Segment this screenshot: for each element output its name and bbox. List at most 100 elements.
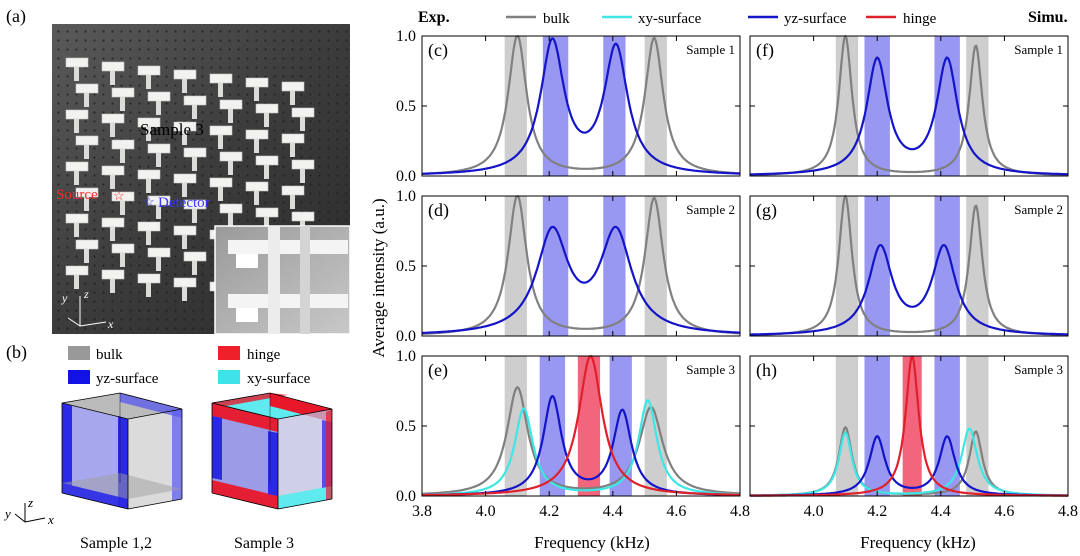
lattice-rod bbox=[264, 217, 269, 231]
lattice-rod bbox=[120, 149, 125, 163]
y-tick-label: 0.5 bbox=[396, 98, 416, 115]
lattice-rod bbox=[182, 183, 187, 197]
cube-sample-3 bbox=[211, 392, 333, 510]
lattice-rod bbox=[264, 165, 269, 179]
detector-label: Detector bbox=[158, 195, 210, 211]
lattice-rod bbox=[84, 197, 89, 211]
sample-3-photo-label: Sample 3 bbox=[140, 120, 204, 139]
panel-label: (h) bbox=[756, 360, 777, 381]
x-tick-label: 4.0 bbox=[804, 503, 824, 520]
band-bulk bbox=[966, 356, 989, 496]
photo-sample-3: Sample 3 Source ☆ ☆ Detector y z x bbox=[52, 24, 351, 335]
lattice-rod bbox=[146, 127, 151, 141]
band-yz-surface bbox=[864, 196, 890, 336]
band-yz-surface bbox=[864, 356, 890, 496]
lattice-block bbox=[209, 125, 233, 136]
lattice-rod bbox=[84, 249, 89, 263]
lattice-block bbox=[291, 107, 315, 118]
series-line-yz-surface bbox=[421, 37, 741, 175]
band-yz-surface bbox=[603, 196, 626, 336]
lattice-block bbox=[255, 103, 279, 114]
band-yz-surface bbox=[934, 196, 960, 336]
y-tick-label: 0.0 bbox=[396, 488, 416, 505]
y-axis-label: Average intensity (a.u.) bbox=[369, 198, 388, 357]
lattice-rod bbox=[146, 179, 151, 193]
lattice-blocks bbox=[65, 57, 315, 305]
cube-sample-1-2 bbox=[61, 392, 183, 510]
lattice-block bbox=[147, 247, 171, 258]
lattice-block bbox=[255, 207, 279, 218]
lattice-block bbox=[137, 221, 161, 232]
lattice-rod bbox=[156, 257, 161, 271]
y-tick-label: 1.0 bbox=[396, 28, 416, 45]
sample-label-sample-3: Sample 3 bbox=[686, 362, 735, 377]
series-line-yz-surface bbox=[750, 56, 1068, 176]
lattice-block bbox=[65, 265, 89, 276]
x-tick-label: 4.8 bbox=[1058, 503, 1078, 520]
lattice-block bbox=[65, 161, 89, 172]
panel-b-legend: bulk yz-surface hinge xy-surface bbox=[68, 346, 311, 387]
lattice-rod bbox=[192, 105, 197, 119]
panel-b-label: (b) bbox=[6, 342, 27, 363]
panel-a-label: (a) bbox=[6, 6, 26, 27]
lattice-block bbox=[101, 165, 125, 176]
cube-axis-y: y bbox=[3, 506, 11, 521]
lattice-block bbox=[101, 269, 125, 280]
lattice-rod bbox=[264, 113, 269, 127]
photo-inset bbox=[214, 225, 351, 335]
series-line-hinge bbox=[750, 355, 1068, 497]
series-line-bulk bbox=[421, 386, 740, 495]
lattice-rod bbox=[300, 169, 305, 183]
photo-axes bbox=[67, 296, 107, 327]
x-tick-label: 4.6 bbox=[666, 503, 686, 520]
lattice-block bbox=[101, 113, 125, 124]
lattice-block bbox=[219, 151, 243, 162]
lattice-block bbox=[219, 203, 243, 214]
x-tick-label: 3.8 bbox=[412, 503, 432, 520]
chart-h: 4.0 4.2 4.4 4.6 4.8 (h) Sample 3 bbox=[749, 355, 1078, 520]
series-line-yz-surface bbox=[750, 244, 1069, 336]
panel-label: (c) bbox=[428, 40, 448, 61]
lattice-block bbox=[291, 211, 315, 222]
lattice-block bbox=[291, 159, 315, 170]
lattice-rod bbox=[182, 131, 187, 145]
band-yz-surface bbox=[603, 36, 626, 176]
lattice-rod bbox=[218, 135, 223, 149]
lattice-block bbox=[245, 129, 269, 140]
panel-label: (f) bbox=[756, 40, 774, 61]
lattice-rod bbox=[300, 117, 305, 131]
lattice-rod bbox=[228, 109, 233, 123]
lattice-block bbox=[183, 251, 207, 262]
series-line-xy-surface bbox=[750, 427, 1068, 497]
lattice-rod bbox=[146, 75, 151, 89]
legend-label-yz: yz-surface bbox=[96, 371, 159, 387]
y-tick-label: 0.5 bbox=[396, 418, 416, 435]
lattice-rod bbox=[290, 91, 295, 105]
lattice-rod bbox=[290, 195, 295, 209]
detector-marker-icon: ☆ bbox=[143, 194, 155, 209]
legend-label-hinge: hinge bbox=[247, 347, 281, 363]
lattice-rod bbox=[110, 279, 115, 293]
lattice-rod bbox=[84, 93, 89, 107]
panel-label: (g) bbox=[756, 200, 777, 221]
band-yz-surface bbox=[864, 36, 890, 176]
lattice-rod bbox=[84, 145, 89, 159]
lattice-block bbox=[147, 143, 171, 154]
lattice-rod bbox=[120, 201, 125, 215]
lattice-block bbox=[65, 57, 89, 68]
lattice-rod bbox=[146, 231, 151, 245]
sample-label-sample-3: Sample 3 bbox=[1014, 362, 1063, 377]
lattice-block bbox=[75, 83, 99, 94]
source-marker-icon: ☆ bbox=[113, 188, 125, 203]
lattice-rod bbox=[110, 227, 115, 241]
x-axis-label-exp: Frequency (kHz) bbox=[534, 533, 650, 552]
lattice-block bbox=[209, 73, 233, 84]
y-tick-label: 0.5 bbox=[396, 258, 416, 275]
lattice-block bbox=[281, 185, 305, 196]
band-bulk bbox=[644, 356, 667, 496]
band-bulk bbox=[644, 36, 667, 176]
lattice-block bbox=[111, 243, 135, 254]
lattice-block bbox=[75, 135, 99, 146]
band-bulk bbox=[504, 196, 527, 336]
lattice-rod bbox=[156, 101, 161, 115]
